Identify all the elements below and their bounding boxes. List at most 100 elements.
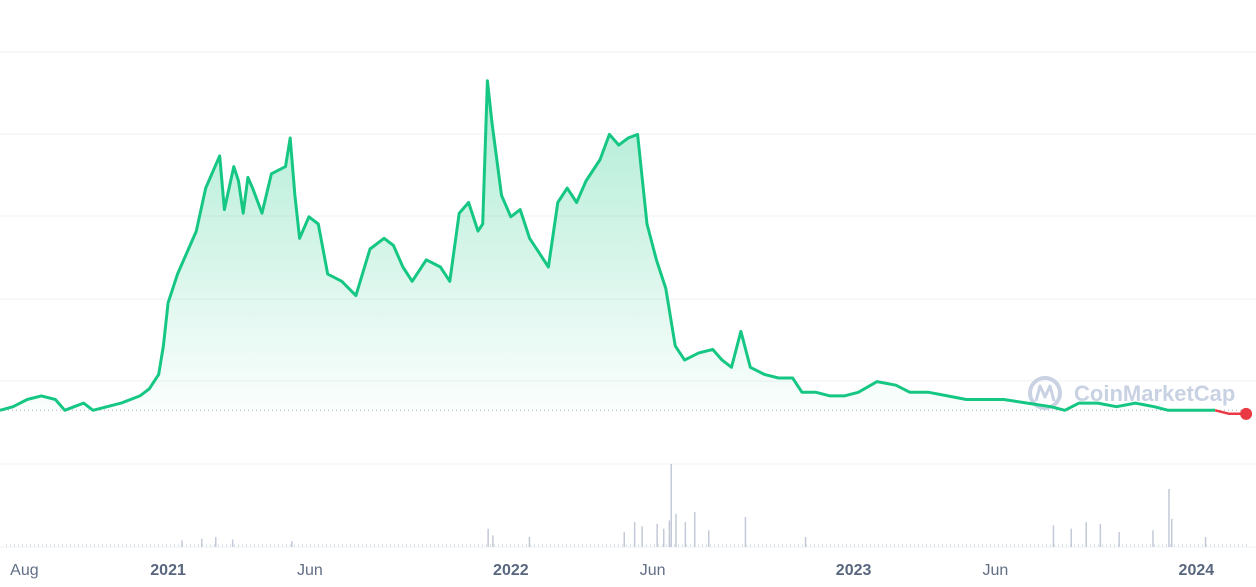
volume-bar: [566, 544, 567, 547]
volume-bar: [886, 544, 887, 547]
volume-bar: [918, 544, 919, 547]
volume-bar: [638, 544, 639, 547]
volume-bar: [70, 544, 71, 547]
volume-bar: [201, 538, 203, 547]
volume-bar: [1090, 544, 1091, 547]
volume-bar: [1218, 544, 1219, 547]
volume-bar: [250, 544, 251, 547]
volume-bar: [1162, 544, 1163, 547]
volume-bar: [1078, 544, 1079, 547]
volume-bar: [663, 528, 665, 547]
volume-bar: [646, 544, 647, 547]
volume-bar: [86, 544, 87, 547]
volume-bar: [1204, 537, 1207, 547]
volume-bar: [1085, 522, 1087, 547]
volume-bar: [794, 544, 795, 547]
volume-bar: [678, 544, 679, 547]
volume-bar: [498, 544, 499, 547]
volume-bar: [542, 544, 543, 547]
volume-bar: [722, 544, 723, 547]
volume-bar: [938, 544, 939, 547]
volume-bar: [1130, 544, 1131, 547]
volume-bar: [450, 544, 451, 547]
volume-bar: [370, 544, 371, 547]
volume-bar: [426, 544, 427, 547]
volume-bar: [870, 544, 871, 547]
volume-bar: [706, 544, 707, 547]
volume-bar: [502, 544, 503, 547]
volume-bar: [290, 544, 291, 547]
volume-bar: [662, 544, 663, 547]
volume-bar: [358, 544, 359, 547]
volume-bar: [654, 544, 655, 547]
volume-bar: [474, 544, 475, 547]
volume-bar: [1142, 544, 1143, 547]
volume-bar: [222, 544, 223, 547]
volume-bar: [854, 544, 855, 547]
volume-bar: [1170, 544, 1171, 547]
volume-bar: [470, 544, 471, 547]
x-tick-label: 2024: [1179, 562, 1215, 579]
volume-bar: [1030, 544, 1031, 547]
volume-bar: [814, 544, 815, 547]
volume-bar: [994, 544, 995, 547]
volume-bar: [530, 544, 531, 547]
volume-bar: [550, 544, 551, 547]
volume-bar: [982, 544, 983, 547]
volume-bar: [626, 544, 627, 547]
volume-bar: [890, 544, 891, 547]
volume-bar: [522, 544, 523, 547]
volume-bar: [146, 544, 147, 547]
volume-bar: [978, 544, 979, 547]
volume-bar: [894, 544, 895, 547]
volume-bar: [934, 544, 935, 547]
volume-bar: [382, 544, 383, 547]
volume-bar: [298, 544, 299, 547]
volume-bars: [0, 464, 1256, 548]
volume-bar: [528, 537, 531, 547]
volume-bar: [766, 544, 767, 547]
volume-bar: [602, 544, 603, 547]
volume-bar: [478, 544, 479, 547]
volume-bar: [18, 544, 19, 547]
volume-bar: [170, 544, 171, 547]
volume-bar: [744, 517, 747, 547]
volume-bar: [466, 544, 467, 547]
volume-bar: [50, 544, 51, 547]
volume-bar: [302, 544, 303, 547]
volume-bar: [294, 544, 295, 547]
volume-bar: [486, 544, 487, 547]
volume-bar: [94, 544, 95, 547]
volume-bar: [122, 544, 123, 547]
volume-bar: [1034, 544, 1035, 547]
volume-bar: [74, 544, 75, 547]
volume-bar: [154, 544, 155, 547]
volume-bar: [834, 544, 835, 547]
volume-bar: [1238, 544, 1239, 547]
volume-bar: [622, 544, 623, 547]
volume-bar: [690, 544, 691, 547]
volume-bar: [898, 544, 899, 547]
volume-bar: [1206, 544, 1207, 547]
volume-bar: [950, 544, 951, 547]
volume-bar: [282, 544, 283, 547]
volume-bar: [590, 544, 591, 547]
volume-bar: [322, 544, 323, 547]
volume-bar: [806, 544, 807, 547]
volume-bar: [226, 544, 227, 547]
volume-bar: [942, 544, 943, 547]
volume-bar: [242, 544, 243, 547]
x-tick-label: 2023: [836, 562, 872, 579]
volume-bar: [1070, 528, 1072, 547]
volume-bar: [882, 544, 883, 547]
volume-bar: [641, 526, 643, 548]
volume-bar: [910, 544, 911, 547]
volume-bar: [198, 544, 199, 547]
volume-bar: [215, 537, 217, 547]
volume-bar: [1042, 544, 1043, 547]
volume-bar: [386, 544, 387, 547]
volume-bar: [610, 544, 611, 547]
volume-bar: [398, 544, 399, 547]
